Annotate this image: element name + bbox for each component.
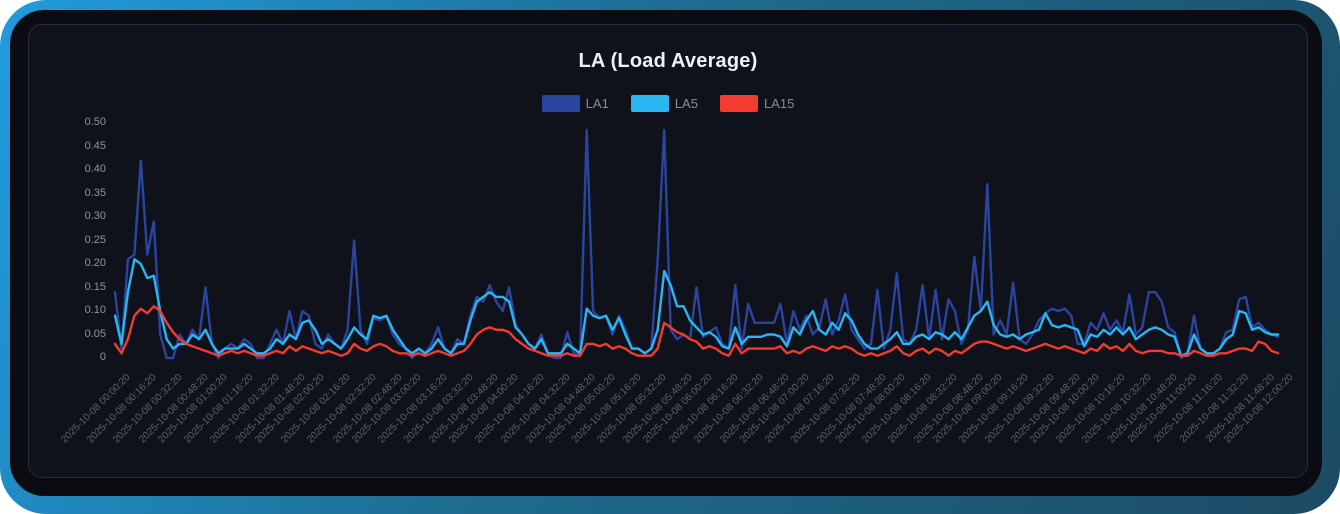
chart-canvas (113, 128, 1280, 360)
legend-label-la15: LA15 (763, 96, 795, 111)
chart-legend: LA1 LA5 LA15 (28, 95, 1308, 112)
y-tick-label: 0.15 (84, 280, 106, 293)
y-tick-label: 0 (99, 351, 106, 363)
la5-color-swatch-icon (630, 95, 669, 112)
y-tick-label: 0.30 (84, 210, 106, 222)
legend-item-la15[interactable]: LA15 (719, 95, 795, 112)
chart-title: LA (Load Average) (578, 50, 758, 72)
y-tick-label: 0.45 (84, 139, 106, 152)
la15-series-line (113, 305, 1280, 357)
legend-item-la1[interactable]: LA1 (541, 95, 609, 112)
y-tick-label: 0.05 (84, 327, 106, 340)
la5-series-line (113, 258, 1280, 357)
y-tick-label: 0.35 (84, 186, 106, 199)
la15-color-swatch-icon (719, 95, 758, 112)
y-tick-label: 0.50 (84, 116, 106, 128)
y-tick-label: 0.20 (84, 257, 106, 269)
y-tick-label: 0.25 (84, 233, 106, 246)
legend-label-la5: LA5 (674, 96, 698, 111)
y-tick-label: 0.40 (84, 163, 106, 175)
legend-item-la5[interactable]: LA5 (630, 95, 698, 112)
legend-label-la1: LA1 (585, 96, 609, 111)
y-tick-label: 0.10 (84, 304, 106, 316)
la1-color-swatch-icon (541, 95, 580, 112)
la1-series-line (113, 128, 1280, 360)
